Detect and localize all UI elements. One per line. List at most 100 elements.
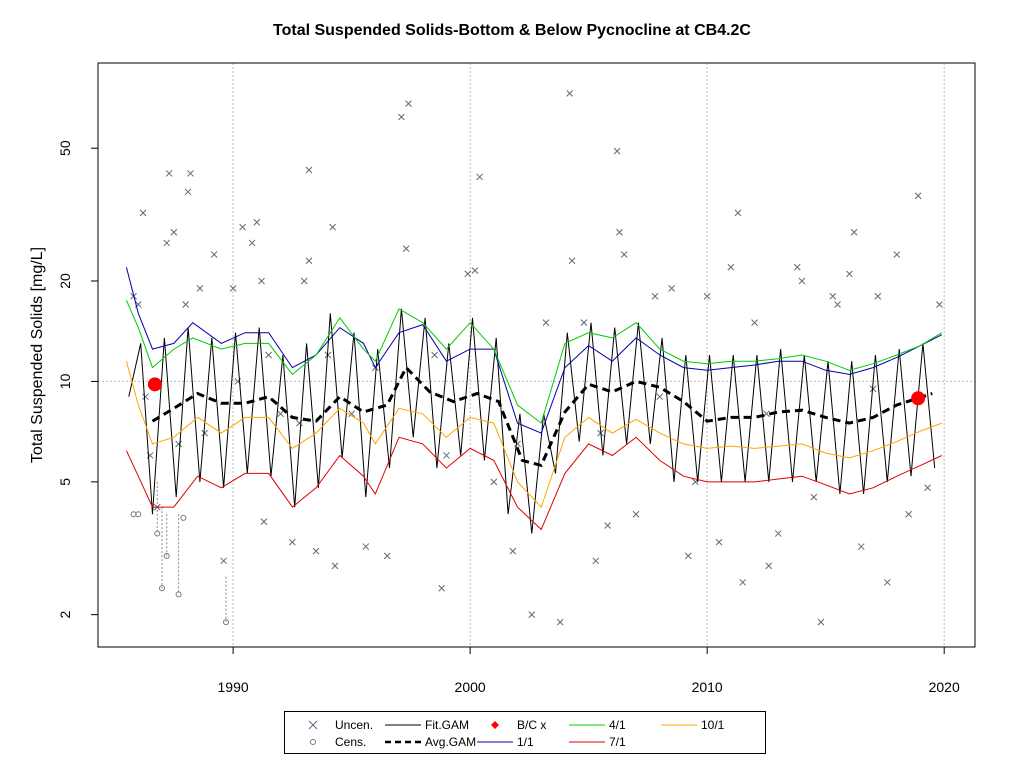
legend-cens-symbol bbox=[310, 739, 316, 745]
y-tick-label: 2 bbox=[57, 611, 73, 619]
uncensored-point bbox=[542, 319, 550, 327]
legend-item-avg-gam: Avg.GAM bbox=[383, 734, 476, 750]
uncensored-point bbox=[817, 618, 825, 626]
y-tick-label: 10 bbox=[57, 373, 73, 389]
uncensored-point bbox=[703, 292, 711, 300]
uncensored-point bbox=[163, 239, 171, 247]
censored-point bbox=[135, 511, 142, 518]
seasonal-line-4-1 bbox=[125, 300, 943, 424]
uncensored-point bbox=[438, 584, 446, 592]
uncensored-point bbox=[175, 440, 182, 448]
uncensored-point bbox=[296, 419, 303, 427]
uncensored-point bbox=[182, 301, 190, 308]
uncensored-point bbox=[348, 410, 355, 418]
legend-label-fit-gam: Fit.GAM bbox=[425, 718, 469, 732]
uncensored-point bbox=[798, 277, 806, 285]
x-tick-label: 2010 bbox=[692, 679, 723, 695]
seasonal-line-1-1 bbox=[125, 267, 943, 434]
uncensored-point bbox=[566, 89, 574, 97]
uncensored-point bbox=[312, 547, 320, 555]
uncensored-point bbox=[869, 385, 877, 393]
uncensored-point bbox=[329, 223, 337, 231]
bc-point bbox=[147, 377, 162, 392]
uncensored-point bbox=[857, 543, 865, 550]
censored-point bbox=[180, 514, 187, 521]
uncensored-point bbox=[139, 209, 147, 217]
uncensored-point bbox=[277, 410, 284, 418]
uncensored-point bbox=[846, 270, 853, 278]
uncensored-point bbox=[464, 270, 472, 278]
chart-title: Total Suspended Solids-Bottom & Below Py… bbox=[273, 22, 751, 39]
uncensored-point bbox=[893, 251, 901, 258]
uncensored-point bbox=[829, 292, 837, 300]
uncensored-point bbox=[196, 285, 204, 292]
y-tick-label: 20 bbox=[57, 273, 73, 289]
uncensored-point bbox=[239, 223, 246, 231]
legend-fit-gam-symbol bbox=[385, 724, 421, 726]
uncensored-point bbox=[739, 578, 747, 586]
seasonal-line-7-1 bbox=[125, 436, 943, 531]
bc-point bbox=[911, 391, 926, 406]
uncensored-point bbox=[490, 478, 498, 486]
y-tick-label: 5 bbox=[57, 478, 73, 486]
uncensored-point bbox=[528, 611, 536, 619]
legend-label-avg-gam: Avg.GAM bbox=[425, 735, 477, 749]
legend-item-1-1: 1/1 bbox=[475, 734, 534, 750]
uncensored-point bbox=[184, 188, 192, 196]
plot-frame bbox=[97, 62, 976, 648]
y-axis-label: Total Suspended Solids [mg/L] bbox=[29, 247, 46, 463]
legend-uncen-symbol bbox=[308, 720, 318, 730]
uncensored-point bbox=[398, 113, 405, 121]
uncensored-point bbox=[684, 552, 692, 560]
censored-point bbox=[158, 585, 165, 592]
legend-item-bc-x: B/C x bbox=[475, 717, 546, 733]
x-tick-label: 2020 bbox=[929, 679, 960, 695]
legend-label-1-1: 1/1 bbox=[517, 735, 534, 749]
uncensored-point bbox=[616, 228, 623, 236]
uncensored-point bbox=[810, 493, 818, 501]
uncensored-point bbox=[834, 301, 841, 308]
uncensored-point bbox=[632, 510, 640, 518]
uncensored-point bbox=[476, 173, 483, 181]
uncensored-point bbox=[305, 166, 313, 174]
uncensored-point bbox=[509, 547, 517, 555]
uncensored-point bbox=[905, 510, 912, 518]
uncensored-point bbox=[383, 552, 391, 560]
uncensored-point bbox=[613, 147, 621, 155]
uncensored-point bbox=[604, 522, 611, 529]
uncensored-point bbox=[201, 429, 209, 437]
legend-1-1-symbol bbox=[477, 741, 513, 743]
uncensored-point bbox=[402, 245, 410, 252]
legend-avg-gam-symbol bbox=[385, 740, 421, 744]
uncensored-point bbox=[850, 228, 858, 236]
legend-label-uncen: Uncen. bbox=[335, 718, 374, 732]
legend-label-10-1: 10/1 bbox=[701, 718, 725, 732]
legend-item-7-1: 7/1 bbox=[567, 734, 626, 750]
y-tick-label: 50 bbox=[57, 140, 73, 156]
uncensored-point bbox=[187, 170, 194, 177]
legend-bc-x-symbol bbox=[491, 721, 499, 729]
uncensored-point bbox=[734, 209, 742, 217]
uncensored-point bbox=[556, 618, 564, 626]
legend-item-fit-gam: Fit.GAM bbox=[383, 717, 469, 733]
uncensored-point bbox=[431, 351, 438, 359]
uncensored-point bbox=[874, 292, 882, 300]
uncensored-point bbox=[580, 319, 588, 327]
legend-label-cens: Cens. bbox=[335, 735, 367, 749]
legend: Uncen. Cens. Fit.GAM Avg.GAM B/C x 1/1 4… bbox=[284, 711, 766, 754]
uncensored-point bbox=[289, 538, 296, 546]
legend-label-bc-x: B/C x bbox=[517, 718, 547, 732]
uncensored-point bbox=[568, 257, 576, 265]
uncensored-point bbox=[331, 562, 339, 570]
censored-point bbox=[163, 552, 170, 559]
uncensored-point bbox=[936, 301, 943, 308]
legend-label-7-1: 7/1 bbox=[609, 735, 626, 749]
uncensored-point bbox=[924, 484, 931, 492]
uncensored-point bbox=[260, 518, 268, 525]
legend-10-1-symbol bbox=[661, 724, 697, 726]
legend-7-1-symbol bbox=[569, 741, 605, 743]
uncensored-point bbox=[751, 319, 758, 327]
uncensored-point bbox=[220, 557, 227, 565]
uncensored-point bbox=[248, 239, 256, 247]
